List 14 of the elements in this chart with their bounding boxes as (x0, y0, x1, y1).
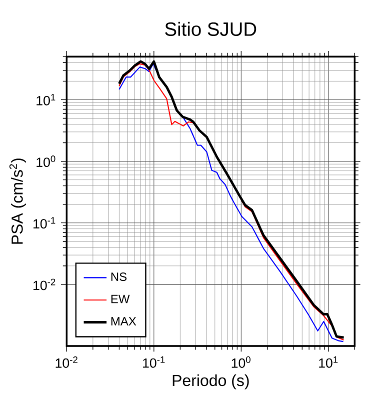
y-tick-label: 10$^{0}$ (36, 156, 56, 168)
x-tick-label: 10$^{0}$ (232, 356, 250, 368)
legend-label: EW (111, 294, 130, 304)
y-axis-title: PSA (cm/s$^{2}$) (9, 158, 26, 244)
y-tick-label: 10$^{1}$ (36, 94, 56, 106)
chart-title: Sitio SJUD (165, 22, 256, 36)
legend-label: NS (111, 272, 127, 282)
x-axis-title: Periodo (s) (172, 374, 249, 390)
y-tick-label: 10$^{-2}$ (34, 278, 56, 290)
x-tick-label: 10$^{-2}$ (56, 356, 78, 368)
x-tick-label: 10$^{-1}$ (143, 356, 165, 368)
x-tick-label: 10$^{1}$ (319, 356, 338, 368)
legend-label: MAX (111, 317, 136, 326)
y-tick-label: 10$^{-1}$ (34, 217, 56, 229)
